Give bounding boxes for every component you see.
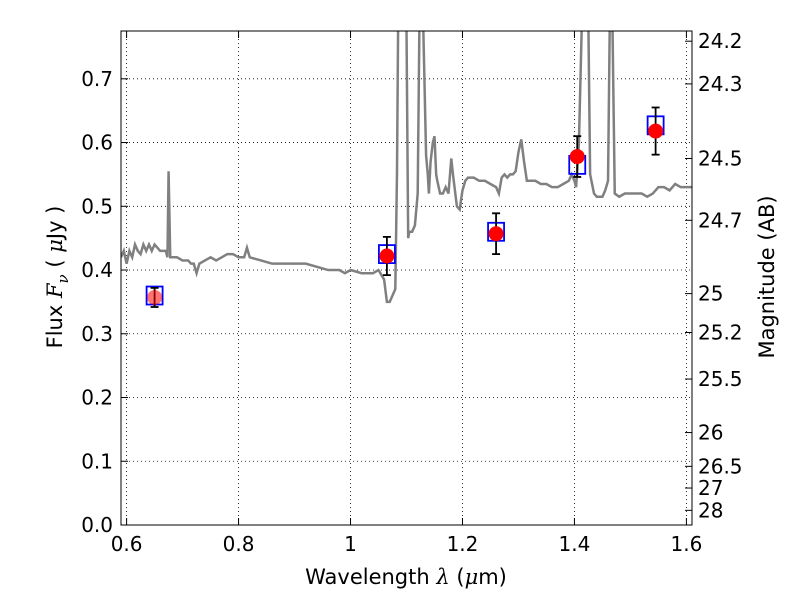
x-tick-label: 0.8 (223, 532, 255, 556)
plot-frame (120, 30, 693, 526)
observed-flux-point (648, 123, 664, 139)
y-axis-label: Flux Fν ( μJy ) (43, 206, 72, 349)
y2-tick-label: 24.2 (698, 29, 743, 53)
y2-tick-label: 24.7 (698, 208, 743, 232)
x-tick-label: 1.6 (670, 532, 702, 556)
y-tick-label: 0.5 (81, 194, 113, 218)
y2-tick-label: 24.5 (698, 146, 743, 170)
spectrum-line (121, 31, 692, 304)
data-points (145, 106, 665, 308)
y2-tick-label: 25.2 (698, 320, 743, 344)
model-spectrum (121, 31, 692, 304)
y2-tick-label: 25.5 (698, 367, 743, 391)
y-tick-label: 0.3 (81, 322, 113, 346)
y-tick-label: 0.4 (81, 258, 113, 282)
y-tick-label: 0.6 (81, 131, 113, 155)
y2-tick-label: 25 (698, 282, 723, 306)
y-tick-label: 0.7 (81, 67, 113, 91)
y2-tick-label: 26.5 (698, 454, 743, 478)
observed-flux-point (569, 149, 585, 165)
y2-tick-label: 26 (698, 421, 723, 445)
x-axis-label: Wavelength λ (μm) (305, 565, 507, 589)
x-tick-label: 1.2 (447, 532, 479, 556)
observed-flux-point (488, 226, 504, 242)
y-tick-label: 0.0 (81, 513, 113, 537)
y-tick-label: 0.1 (81, 449, 113, 473)
observed-flux-point (379, 248, 395, 264)
observed-flux-point (147, 289, 163, 305)
axis-ticks: 0.6 0.8 1 1.2 1.4 1.6 0.0 0.1 0.2 0.3 0.4 0.5 0.6 0.7… (81, 29, 742, 556)
y2-tick-label: 28 (698, 498, 723, 522)
x-tick-label: 0.6 (111, 532, 143, 556)
y2-axis-label: Magnitude (AB) (755, 195, 779, 358)
y-tick-label: 0.2 (81, 386, 113, 410)
y2-tick-label: 27 (698, 476, 723, 500)
y2-tick-label: 24.3 (698, 72, 743, 96)
x-tick-label: 1 (344, 532, 357, 556)
x-tick-label: 1.4 (559, 532, 591, 556)
